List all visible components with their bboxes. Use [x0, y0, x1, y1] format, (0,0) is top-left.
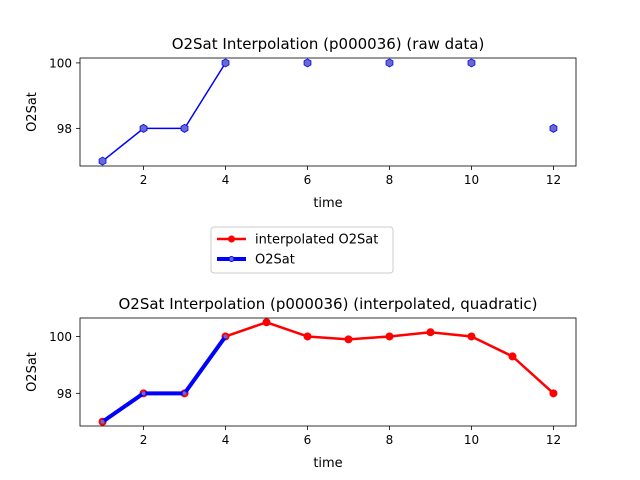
y-tick-label: 100 — [49, 56, 72, 70]
data-point — [221, 58, 230, 68]
x-tick-label: 4 — [222, 173, 230, 187]
raw-data-chart: O2Sat Interpolation (p000036) (raw data)… — [25, 35, 577, 211]
data-point — [467, 58, 476, 68]
plot-area: 2 4 6 8 10 12 98 100 — [49, 317, 577, 447]
plot-frame — [79, 317, 577, 427]
x-tick-label: 12 — [546, 433, 561, 447]
legend-box — [210, 226, 394, 274]
series-line-interpolated — [101, 321, 555, 423]
x-tick-label: 6 — [304, 173, 312, 187]
chart-title: O2Sat Interpolation (p000036) (raw data) — [172, 35, 485, 53]
x-tick-label: 8 — [386, 173, 394, 187]
x-tick-label: 2 — [140, 173, 148, 187]
plot-area: 2 4 6 8 10 12 98 100 — [49, 56, 577, 187]
x-axis-label: time — [313, 456, 342, 471]
data-point — [385, 58, 394, 68]
x-tick-label: 12 — [546, 173, 561, 187]
x-tick-label: 6 — [304, 433, 312, 447]
data-point — [549, 123, 558, 133]
x-tick-label: 2 — [140, 433, 148, 447]
data-point — [303, 332, 312, 341]
data-point — [508, 352, 517, 361]
x-axis-label: time — [313, 196, 342, 211]
x-tick-label: 8 — [386, 433, 394, 447]
y-tick-label: 98 — [57, 122, 72, 136]
legend: interpolated O2Sat O2Sat — [210, 226, 394, 274]
legend-label-interpolated: interpolated O2Sat — [255, 233, 378, 248]
chart-title: O2Sat Interpolation (p000036) (interpola… — [118, 295, 537, 313]
data-point — [344, 335, 353, 344]
series-line-o2sat — [102, 62, 227, 162]
y-axis-label: O2Sat — [25, 92, 40, 132]
data-point — [182, 391, 187, 396]
data-point — [98, 156, 107, 166]
y-tick-label: 98 — [57, 387, 72, 401]
data-point — [467, 332, 476, 341]
y-tick-label: 100 — [49, 330, 72, 344]
data-point — [549, 389, 558, 398]
legend-marker-interpolated — [228, 235, 235, 243]
x-tick-label: 10 — [464, 433, 479, 447]
x-tick-label: 10 — [464, 173, 479, 187]
data-point — [100, 419, 105, 424]
data-point — [223, 334, 228, 339]
data-point — [303, 58, 312, 68]
legend-marker-o2sat — [228, 256, 235, 262]
plot-frame — [79, 57, 577, 167]
data-point — [385, 332, 394, 341]
interpolated-chart: O2Sat Interpolation (p000036) (interpola… — [25, 295, 577, 471]
y-axis-label: O2Sat — [25, 352, 40, 392]
series-line-o2sat — [101, 335, 228, 424]
data-point — [426, 328, 435, 337]
x-tick-label: 4 — [222, 433, 230, 447]
data-point — [139, 123, 148, 133]
data-point — [141, 391, 146, 396]
data-point — [262, 318, 271, 327]
data-point — [180, 123, 189, 133]
legend-label-o2sat: O2Sat — [255, 253, 295, 268]
